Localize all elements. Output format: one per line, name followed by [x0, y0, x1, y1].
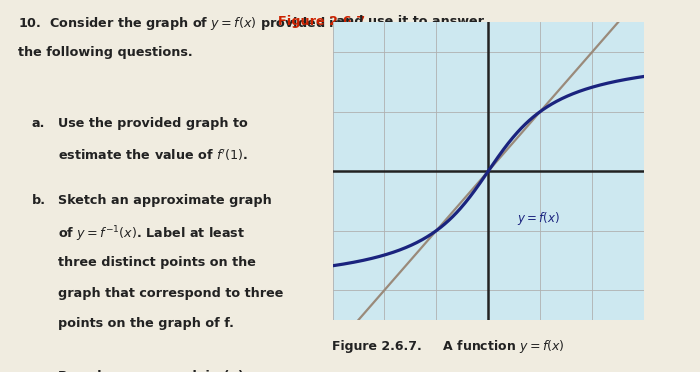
- Text: b.: b.: [32, 194, 46, 207]
- Text: Figure 2.6.7: Figure 2.6.7: [279, 15, 365, 28]
- Text: c.: c.: [32, 370, 43, 372]
- Text: estimate the value of $f'(1)$.: estimate the value of $f'(1)$.: [57, 148, 248, 163]
- Text: Use the provided graph to: Use the provided graph to: [57, 117, 248, 130]
- Text: of $y = f^{-1}(x)$. Label at least: of $y = f^{-1}(x)$. Label at least: [57, 225, 245, 244]
- Text: Sketch an approximate graph: Sketch an approximate graph: [57, 194, 272, 207]
- Text: points on the graph of f.: points on the graph of f.: [57, 317, 234, 330]
- Text: three distinct points on the: three distinct points on the: [57, 256, 256, 269]
- Text: graph that correspond to three: graph that correspond to three: [57, 286, 283, 299]
- Text: a.: a.: [32, 117, 45, 130]
- Text: A function $y = f(x)$: A function $y = f(x)$: [434, 338, 565, 355]
- Text: the following questions.: the following questions.: [18, 46, 192, 59]
- Text: 10.  Consider the graph of $y = f(x)$ provided in: 10. Consider the graph of $y = f(x)$ pro…: [18, 15, 344, 32]
- Text: Based on your work in (a),: Based on your work in (a),: [57, 370, 248, 372]
- Text: and use it to answer: and use it to answer: [332, 15, 484, 28]
- Text: $y = f(x)$: $y = f(x)$: [517, 210, 560, 227]
- Text: Figure 2.6.7.: Figure 2.6.7.: [332, 340, 422, 353]
